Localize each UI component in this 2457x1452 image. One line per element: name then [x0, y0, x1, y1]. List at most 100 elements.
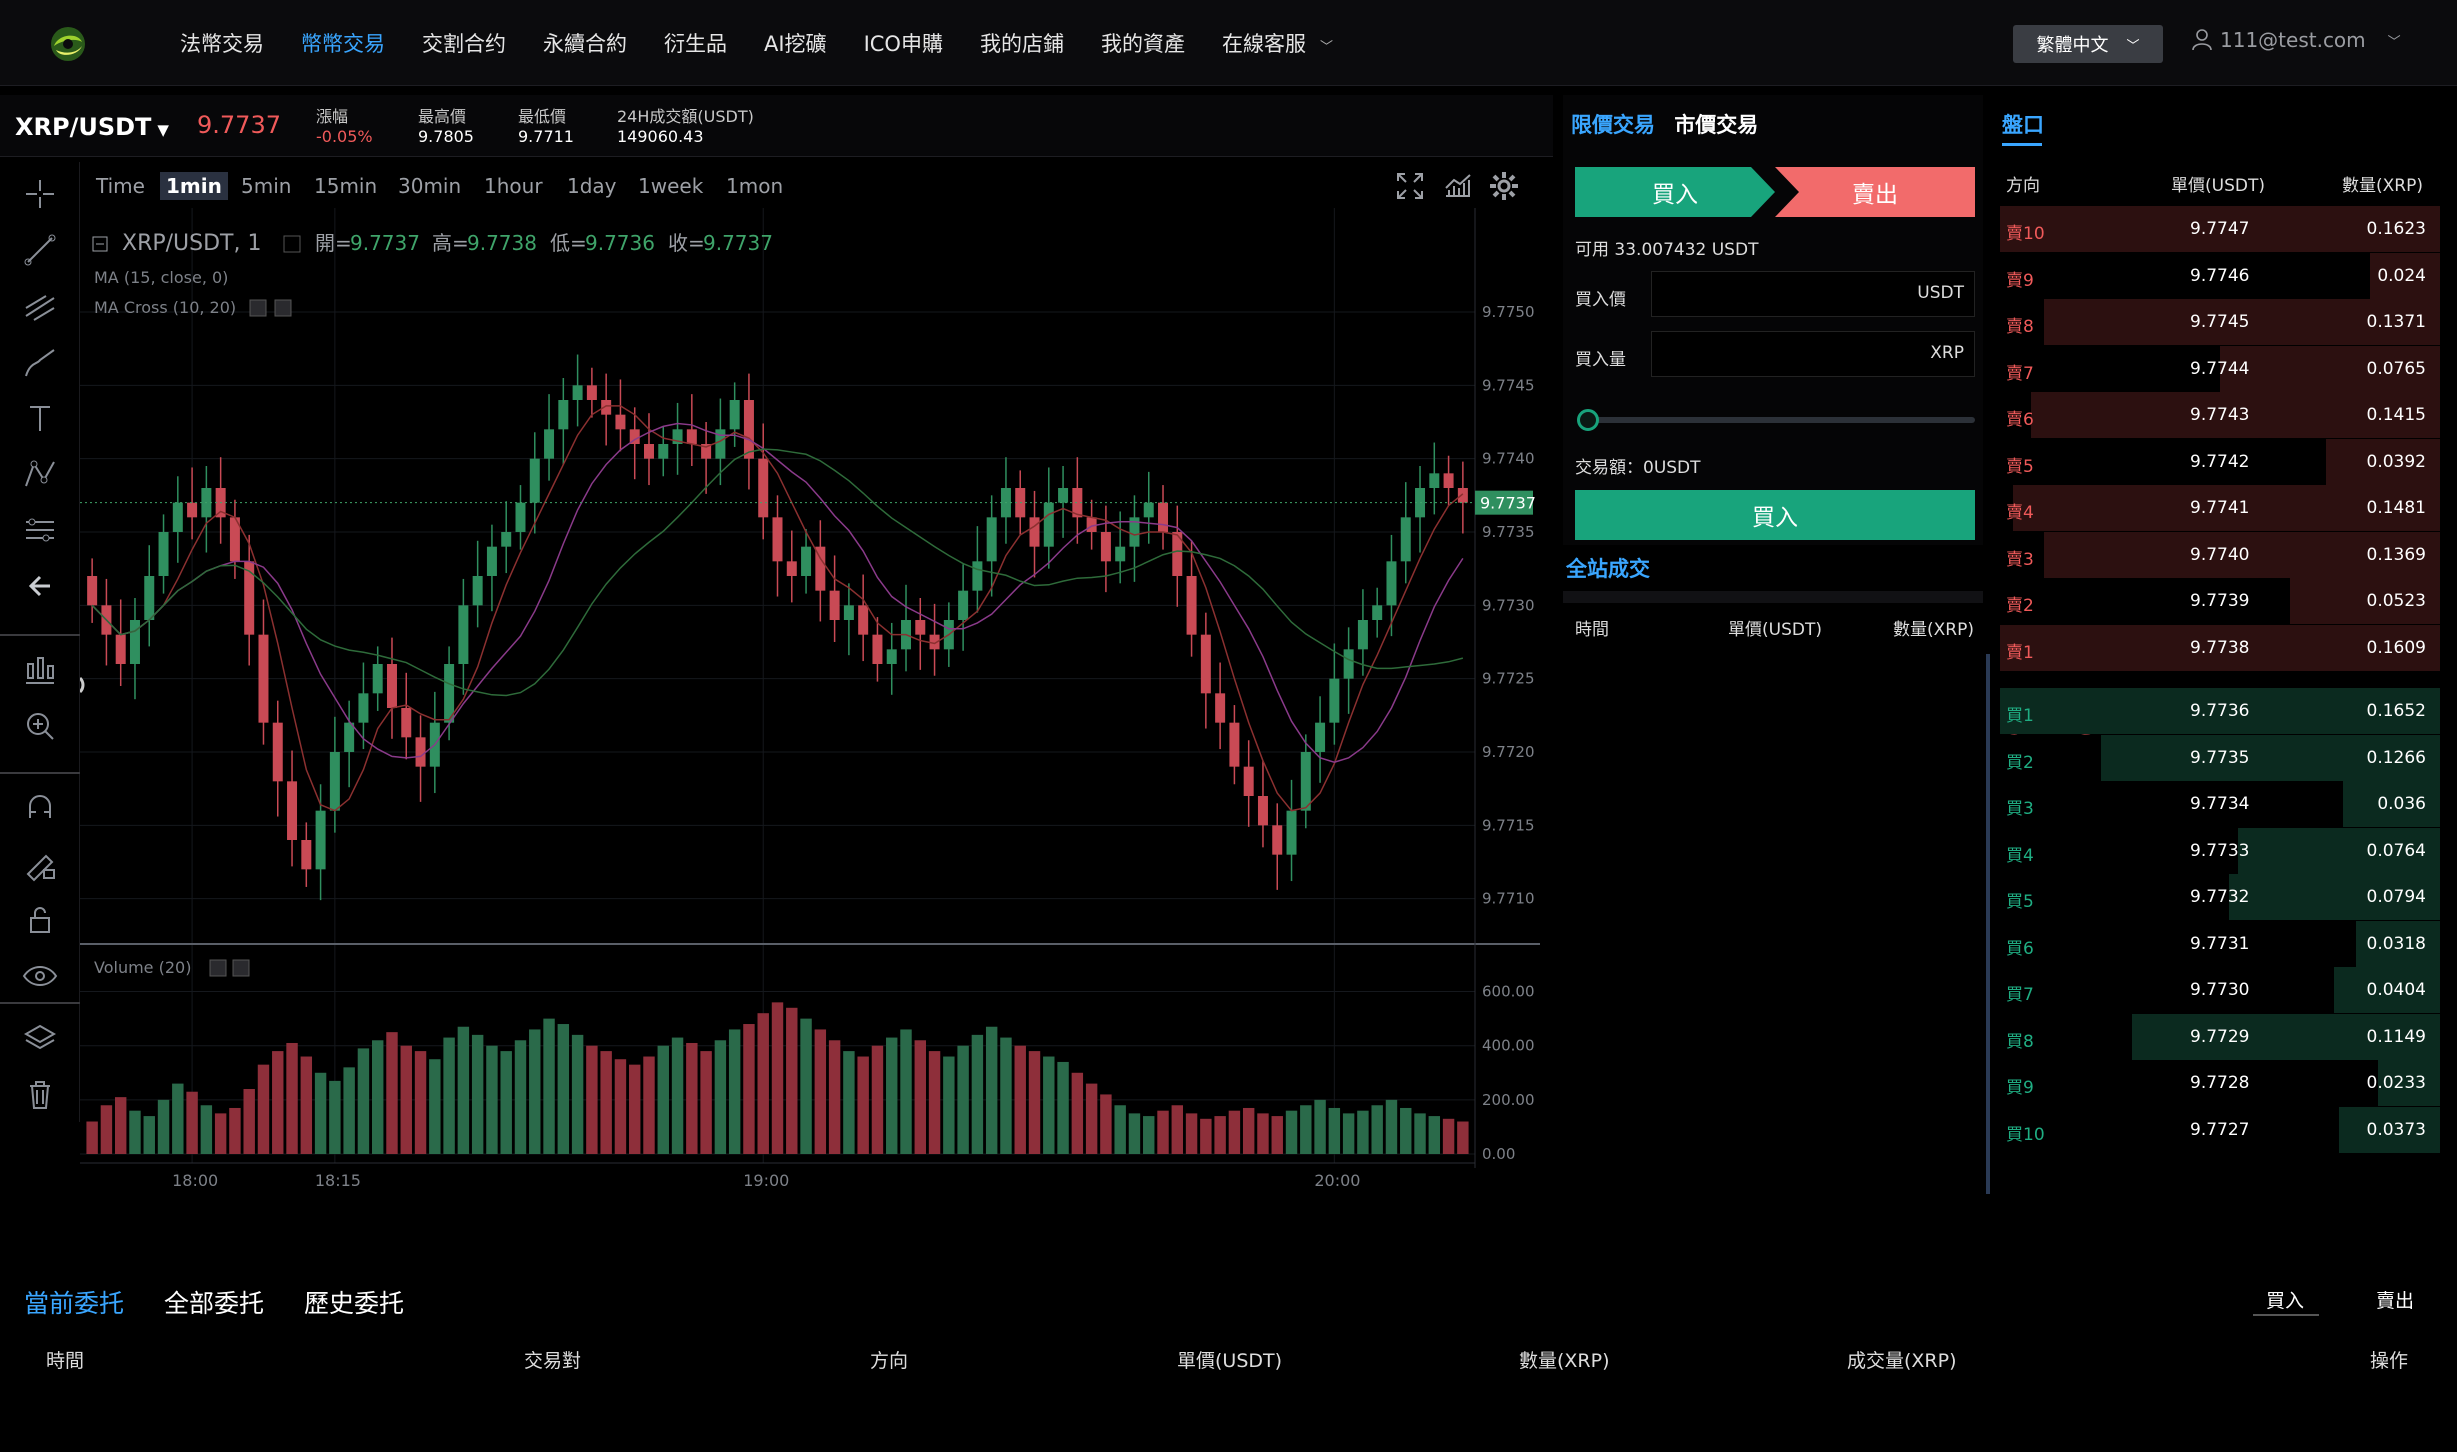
layers-icon[interactable]	[20, 1018, 60, 1058]
tab-order-history[interactable]: 歷史委托	[304, 1289, 405, 1318]
volume-bar	[500, 1051, 512, 1154]
lock-drawing-icon[interactable]	[20, 844, 60, 884]
nav-fiat-trade[interactable]: 法幣交易	[180, 32, 264, 56]
tab-current-orders[interactable]: 當前委托	[24, 1289, 125, 1318]
interval-1day[interactable]: 1day	[567, 174, 617, 198]
tab-all-orders[interactable]: 全部委托	[164, 1289, 265, 1318]
ma-line	[91, 422, 1464, 764]
logo-icon[interactable]	[48, 24, 88, 64]
filter-sell[interactable]: 賣出	[2376, 1290, 2415, 1312]
volume-settings-icon[interactable]	[209, 959, 227, 977]
submit-buy-button[interactable]: 買入	[1575, 490, 1975, 540]
nav-perpetual-contract[interactable]: 永續合約	[543, 32, 627, 56]
volume-bar	[114, 1097, 127, 1154]
zoom-in-icon[interactable]	[20, 706, 60, 746]
bid-row[interactable]: 買9 9.7728 0.0233	[2000, 1060, 2440, 1106]
nav-my-assets[interactable]: 我的資產	[1100, 32, 1185, 56]
pair-selector[interactable]: XRP/USDT ▼	[15, 113, 169, 141]
nav-my-shop[interactable]: 我的店鋪	[979, 32, 1064, 56]
ask-row[interactable]: 賣9 9.7746 0.024	[2000, 252, 2440, 299]
brush-icon[interactable]	[20, 342, 60, 382]
ask-row[interactable]: 賣5 9.7742 0.0392	[2000, 438, 2440, 485]
collapse-legend-icon[interactable]	[92, 236, 108, 252]
indicators-icon[interactable]	[1442, 170, 1474, 202]
ask-row[interactable]: 賣7 9.7744 0.0765	[2000, 345, 2440, 392]
study-settings-icon[interactable]	[249, 299, 267, 317]
ask-row[interactable]: 賣1 9.7738 0.1609	[2000, 624, 2440, 671]
interval-1min[interactable]: 1min	[160, 172, 228, 200]
ask-row[interactable]: 賣4 9.7741 0.1481	[2000, 485, 2440, 531]
sell-tab-button[interactable]: 賣出	[1775, 167, 1975, 217]
study-close-icon[interactable]	[274, 299, 292, 317]
interval-30min[interactable]: 30min	[398, 174, 462, 198]
ask-row[interactable]: 賣2 9.7739 0.0523	[2000, 578, 2440, 624]
legend-settings-icon[interactable]	[283, 235, 301, 253]
chart-indicator-icon[interactable]	[20, 650, 60, 690]
interval-1hour[interactable]: 1hour	[484, 174, 543, 198]
language-select[interactable]: 繁體中文 ﹀	[2013, 25, 2163, 63]
order-type-tabs: 限價交易 市價交易	[1571, 109, 1758, 139]
trades-divider	[1563, 591, 1983, 603]
bid-row[interactable]: 買5 9.7732 0.0794	[2000, 874, 2440, 920]
candle-body	[1100, 532, 1111, 562]
text-tool-icon[interactable]	[20, 398, 60, 438]
candle-body	[801, 546, 812, 576]
bid-row[interactable]: 買6 9.7731 0.0318	[2000, 920, 2440, 967]
settings-gear-icon[interactable]	[1488, 170, 1520, 202]
tab-market-order[interactable]: 市價交易	[1674, 113, 1759, 137]
interval-1mon[interactable]: 1mon	[726, 174, 784, 198]
trades-scrollbar[interactable]	[1986, 654, 1990, 1194]
tab-limit-order[interactable]: 限價交易	[1571, 113, 1655, 137]
interval-time[interactable]: Time	[96, 174, 145, 198]
arrow-left-icon[interactable]	[20, 566, 60, 606]
trend-line-icon[interactable]	[20, 230, 60, 270]
chevron-down-icon: ﹀	[1319, 40, 1333, 55]
interval-1week[interactable]: 1week	[638, 174, 704, 198]
candle-body	[529, 458, 540, 503]
fib-tool-icon[interactable]	[20, 286, 60, 326]
ask-row[interactable]: 賣8 9.7745 0.1371	[2000, 299, 2440, 345]
nav-ico[interactable]: ICO申購	[863, 32, 943, 56]
amount-slider[interactable]	[1577, 409, 1975, 431]
user-menu[interactable]: 111@test.com ﹀	[2192, 28, 2401, 52]
bid-row[interactable]: 買8 9.7729 0.1149	[2000, 1013, 2440, 1060]
nav-online-support[interactable]: 在線客服 ﹀	[1222, 28, 1333, 58]
bid-row[interactable]: 買1 9.7736 0.1652	[2000, 688, 2440, 734]
lock-icon[interactable]	[20, 900, 60, 940]
bid-row[interactable]: 買7 9.7730 0.0404	[2000, 967, 2440, 1013]
buy-tab-button[interactable]: 買入	[1575, 167, 1775, 217]
slider-handle[interactable]	[1577, 409, 1599, 431]
candle-body	[1357, 620, 1368, 650]
nav-delivery-contract[interactable]: 交割合约	[422, 32, 506, 56]
trash-icon[interactable]	[20, 1074, 60, 1114]
ask-row[interactable]: 賣10 9.7747 0.1623	[2000, 206, 2440, 252]
fullscreen-icon[interactable]	[1394, 170, 1426, 202]
row-side: 買1	[2006, 706, 2034, 726]
price-input[interactable]: USDT	[1651, 271, 1975, 317]
ask-row[interactable]: 賣6 9.7743 0.1415	[2000, 392, 2440, 438]
interval-5min[interactable]: 5min	[241, 174, 292, 198]
crosshair-icon[interactable]	[20, 174, 60, 214]
chart-canvas[interactable]: 9.7750 9.7745 9.7740 9.7735 9.7730 9.7725 9.77…	[78, 208, 1553, 1190]
bid-row[interactable]: 買3 9.7734 0.036	[2000, 781, 2440, 827]
price-tick-label: 9.7720	[1482, 743, 1535, 761]
pattern-tool-icon[interactable]	[20, 454, 60, 494]
measure-tool-icon[interactable]	[20, 510, 60, 550]
bid-row[interactable]: 買4 9.7733 0.0764	[2000, 827, 2440, 874]
interval-15min[interactable]: 15min	[314, 174, 378, 198]
ask-row[interactable]: 賣3 9.7740 0.1369	[2000, 531, 2440, 578]
nav-derivatives[interactable]: 衍生品	[664, 32, 727, 56]
bid-row[interactable]: 買2 9.7735 0.1266	[2000, 734, 2440, 781]
volume-bar	[985, 1026, 998, 1154]
volume-close-icon[interactable]	[232, 959, 250, 977]
nav-coin-trade[interactable]: 幣幣交易	[301, 32, 385, 56]
magnet-icon[interactable]	[20, 788, 60, 828]
price-chart[interactable]: 9.7750 9.7745 9.7740 9.7735 9.7730 9.7725 9.77…	[78, 208, 1553, 1190]
amount-input[interactable]: XRP	[1651, 331, 1975, 377]
depth-bar	[2378, 1060, 2440, 1106]
bid-row[interactable]: 買10 9.7727 0.0373	[2000, 1106, 2440, 1153]
nav-ai-mining[interactable]: AI挖礦	[764, 32, 827, 56]
filter-buy[interactable]: 買入	[2266, 1290, 2305, 1312]
volume-bar	[300, 1056, 313, 1154]
eye-icon[interactable]	[20, 956, 60, 996]
